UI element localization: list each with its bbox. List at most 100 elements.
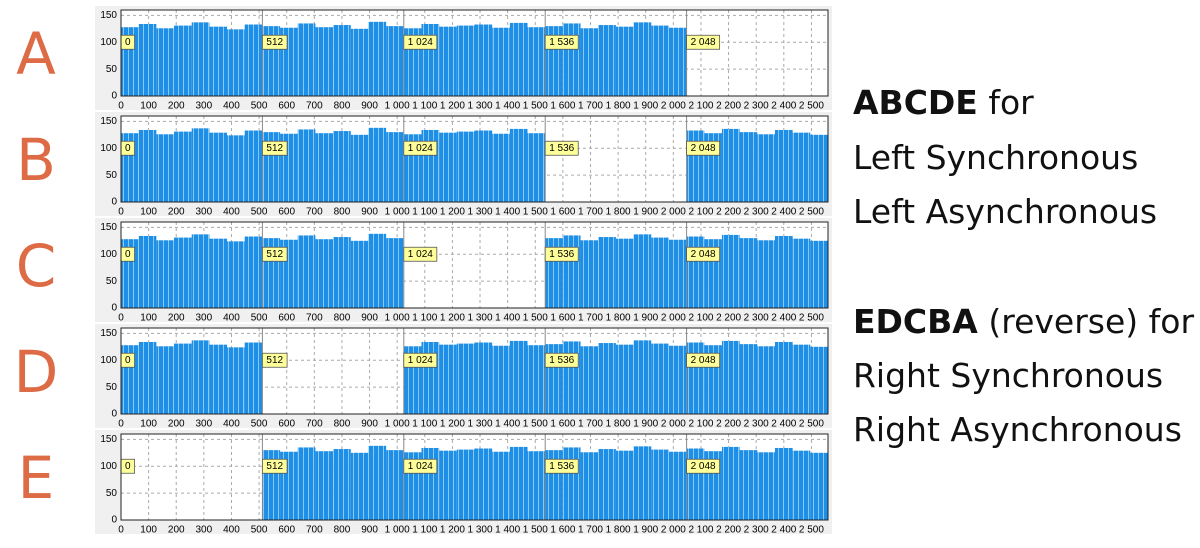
- x-tick-label: 2 500: [799, 207, 824, 218]
- x-tick-label: 200: [168, 419, 185, 430]
- x-tick-label: 2 500: [799, 101, 824, 112]
- marker-box: [403, 352, 438, 368]
- bar: [368, 21, 387, 97]
- x-tick-label: 2 300: [744, 525, 769, 536]
- bar: [386, 450, 404, 520]
- marker-box: [261, 352, 288, 368]
- bar: [810, 452, 828, 520]
- y-tick-label: 100: [100, 37, 117, 48]
- bar: [739, 450, 758, 520]
- marker-label: 1 536: [549, 461, 574, 472]
- bar: [138, 235, 157, 308]
- bar: [527, 345, 546, 414]
- x-tick-label: 900: [361, 207, 378, 218]
- bar: [651, 25, 669, 96]
- x-tick-label: 300: [196, 313, 213, 324]
- bar: [615, 238, 634, 308]
- bar: [527, 27, 546, 97]
- x-tick-label: 2 200: [716, 207, 741, 218]
- marker-label: 2 048: [691, 143, 716, 154]
- x-tick-label: 900: [361, 419, 378, 430]
- x-tick-label: 700: [306, 419, 323, 430]
- x-tick-label: 1 300: [468, 525, 493, 536]
- x-tick-label: 1 800: [606, 313, 631, 324]
- bar: [721, 128, 740, 202]
- x-tick-label: 800: [334, 101, 351, 112]
- x-tick-label: 2 000: [661, 313, 686, 324]
- marker: 1 536: [544, 458, 579, 474]
- marker: 1 536: [544, 246, 579, 262]
- x-tick-label: 100: [140, 207, 157, 218]
- marker-label: 2 048: [691, 249, 716, 260]
- marker-label: 512: [266, 461, 283, 472]
- x-tick-label: 2 400: [771, 101, 796, 112]
- marker: 0: [120, 352, 135, 368]
- x-tick-label: 1 500: [523, 101, 548, 112]
- bar: [350, 134, 369, 202]
- x-tick-label: 1 000: [385, 101, 410, 112]
- bar: [209, 238, 228, 308]
- x-tick-label: 2 100: [688, 525, 713, 536]
- marker-label: 2 048: [691, 355, 716, 366]
- x-tick-label: 2 200: [716, 313, 741, 324]
- bar: [227, 135, 245, 202]
- x-tick-label: 800: [334, 313, 351, 324]
- marker-label: 512: [266, 37, 283, 48]
- bar: [386, 132, 404, 202]
- x-tick-label: 700: [306, 313, 323, 324]
- x-tick-label: 500: [251, 525, 268, 536]
- y-tick-label: 50: [106, 488, 118, 499]
- bar: [421, 341, 440, 414]
- bar: [633, 234, 652, 308]
- bar: [297, 129, 316, 202]
- marker-label: 0: [125, 143, 131, 154]
- marker-box: [544, 140, 579, 156]
- x-tick-label: 1 400: [495, 101, 520, 112]
- marker-label: 1 536: [549, 37, 574, 48]
- x-tick-label: 500: [251, 207, 268, 218]
- x-tick-label: 800: [334, 525, 351, 536]
- bar: [792, 450, 811, 520]
- marker-label: 1 024: [408, 143, 433, 154]
- bar: [333, 449, 351, 520]
- x-tick-label: 1 800: [606, 207, 631, 218]
- bar: [651, 449, 669, 520]
- note: ABCDE for: [853, 83, 1034, 123]
- bar: [509, 446, 528, 520]
- bar: [474, 130, 493, 202]
- y-tick-label: 100: [100, 461, 117, 472]
- x-tick-label: 2 200: [716, 101, 741, 112]
- bar: [333, 25, 351, 96]
- x-tick-label: 1 700: [578, 101, 603, 112]
- x-tick-label: 0: [118, 101, 124, 112]
- bar: [474, 342, 493, 414]
- bar: [598, 237, 616, 308]
- x-tick-label: 800: [334, 207, 351, 218]
- bar: [368, 233, 387, 308]
- bar: [350, 240, 369, 308]
- plot-frame: [120, 221, 829, 309]
- bar: [757, 346, 775, 414]
- bar: [156, 28, 175, 96]
- chart-stack: A0 100 200 300 400 500 600 700 800 900 1 000 1 100 1…: [14, 6, 832, 536]
- marker: 1 024: [403, 352, 438, 368]
- bar: [439, 450, 457, 520]
- bar: [651, 237, 669, 308]
- bar: [421, 23, 440, 97]
- plot-frame: [120, 433, 829, 521]
- bar: [615, 450, 634, 520]
- x-tick-label: 1 400: [495, 419, 520, 430]
- x-tick-label: 2 400: [771, 207, 796, 218]
- plot-frame: [120, 9, 829, 97]
- bar: [757, 452, 775, 520]
- bar: [757, 240, 775, 308]
- x-tick-label: 2 200: [716, 419, 741, 430]
- bar: [333, 131, 351, 202]
- x-tick-label: 1 100: [412, 525, 437, 536]
- note-text: (reverse) for: [988, 302, 1195, 341]
- x-tick-label: 2 400: [771, 419, 796, 430]
- marker: 0: [120, 458, 135, 474]
- y-tick-label: 150: [100, 10, 117, 21]
- marker-label: 0: [125, 37, 131, 48]
- marker-box: [261, 34, 288, 50]
